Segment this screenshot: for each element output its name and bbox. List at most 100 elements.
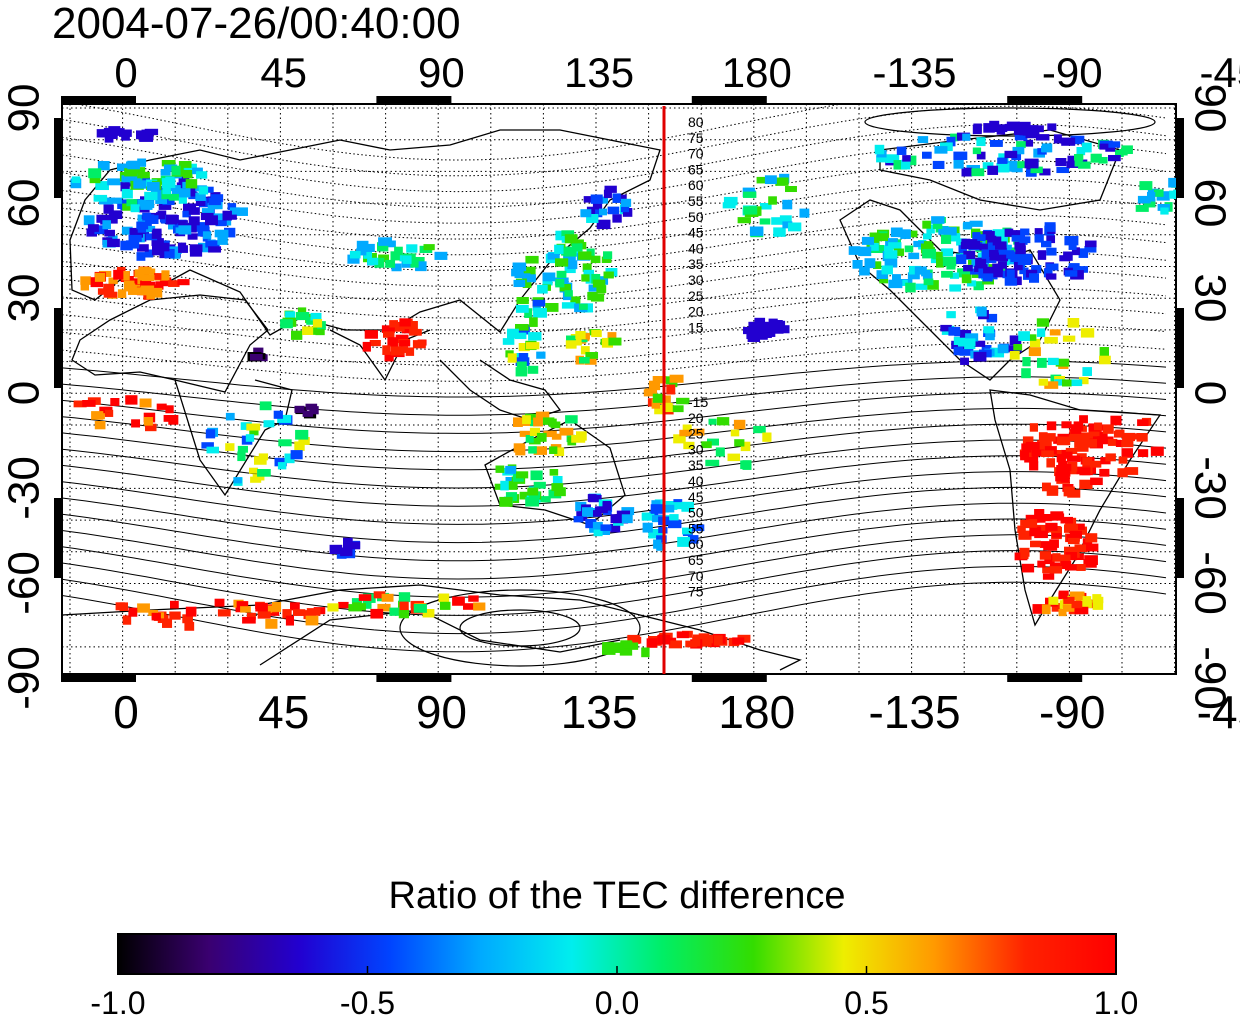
tec-cell	[1099, 143, 1114, 150]
tec-cell	[975, 257, 987, 267]
tec-cell	[1121, 440, 1134, 448]
contour-label: 80	[688, 114, 704, 130]
tec-cell	[127, 287, 142, 295]
tec-cell	[145, 423, 157, 432]
latitude-tick-label: 30	[1186, 274, 1235, 323]
tec-cell	[71, 176, 81, 184]
tec-cell	[673, 434, 686, 444]
tec-cell	[528, 437, 541, 445]
tec-cell	[571, 243, 583, 252]
tec-cell	[1081, 600, 1092, 609]
tec-cell	[1020, 228, 1030, 236]
tec-cell	[1115, 429, 1125, 436]
border-bar-left	[54, 498, 62, 578]
tec-cell	[648, 529, 662, 539]
longitude-tick-label: 90	[416, 686, 467, 738]
longitude-tick-label: 135	[564, 49, 634, 96]
tec-cell	[1060, 561, 1072, 570]
tec-cell	[620, 205, 630, 213]
tec-cell	[527, 365, 539, 374]
tec-cell	[1048, 541, 1058, 551]
tec-cell	[946, 311, 956, 319]
tec-cell	[1044, 381, 1059, 389]
tec-cell	[133, 199, 142, 209]
tec-cell	[762, 432, 772, 442]
tec-cell	[607, 332, 617, 341]
tec-cell	[1071, 600, 1083, 609]
tec-cell	[1061, 421, 1072, 429]
tec-cell	[1061, 137, 1076, 146]
tec-cell	[902, 155, 911, 162]
contour-label: 25	[688, 288, 704, 304]
tec-cell	[1035, 442, 1046, 452]
tec-cell	[294, 405, 305, 413]
tec-cell	[162, 618, 173, 628]
tec-cell	[499, 496, 513, 507]
tec-cell	[1006, 250, 1015, 259]
tec-cell	[587, 291, 598, 301]
tec-cell	[1026, 125, 1039, 133]
tec-cell	[876, 270, 888, 280]
tec-cell	[1012, 230, 1025, 239]
tec-cell	[1042, 482, 1051, 492]
tec-cell	[779, 215, 792, 222]
longitude-tick-label: 0	[114, 49, 137, 96]
tec-cell	[377, 242, 389, 252]
tec-cell	[353, 603, 366, 611]
tec-cell	[760, 203, 772, 210]
tec-cell	[246, 423, 261, 431]
tec-cell	[869, 242, 879, 251]
tec-cell	[290, 602, 300, 611]
tec-cell	[540, 496, 551, 503]
tec-cell	[692, 524, 705, 532]
coastline-africa	[71, 294, 293, 497]
tec-cell	[257, 469, 271, 477]
contour-label: 30	[688, 441, 704, 457]
tec-cell	[225, 443, 235, 451]
tec-cell	[389, 607, 401, 616]
tec-cell	[1020, 519, 1031, 526]
tec-cell	[953, 159, 964, 169]
tec-cell	[936, 258, 945, 268]
tec-cell	[599, 528, 610, 535]
tec-cell	[468, 595, 479, 602]
tec-cell	[734, 439, 745, 447]
tec-cell	[913, 240, 928, 248]
tec-cell	[941, 270, 953, 278]
tec-cell	[1089, 430, 1100, 437]
tec-cell	[747, 332, 761, 342]
tec-cell	[1110, 415, 1122, 426]
tec-cell	[1063, 596, 1075, 604]
contour-label: 60	[688, 536, 704, 552]
tec-cell	[362, 341, 371, 352]
tec-cell	[1004, 150, 1018, 159]
tec-cell	[874, 144, 885, 155]
tec-cell	[1033, 516, 1046, 523]
tec-cell	[412, 340, 426, 349]
tec-cell	[685, 640, 698, 648]
tec-cell	[533, 307, 547, 318]
tec-cell	[1060, 473, 1070, 483]
tec-cell	[892, 274, 901, 283]
tec-cell	[1034, 509, 1045, 518]
tec-cell	[513, 279, 526, 288]
tec-cell	[1056, 166, 1070, 174]
tec-cell	[120, 182, 130, 192]
tec-cell	[1055, 358, 1070, 367]
tec-cell	[1168, 177, 1176, 188]
tec-cell	[387, 337, 398, 347]
tec-cell	[603, 271, 614, 279]
tec-cell	[591, 329, 602, 338]
contour-line	[62, 502, 1167, 562]
tec-cell	[473, 602, 486, 611]
tec-cell	[309, 406, 319, 415]
tec-cell	[169, 611, 181, 620]
tec-cell	[1135, 205, 1149, 212]
tec-cell	[1052, 513, 1065, 520]
tec-cell	[137, 275, 146, 285]
tec-cell	[973, 351, 987, 362]
tec-cell	[1043, 514, 1052, 522]
tec-cell	[653, 539, 662, 549]
tec-cell	[960, 357, 969, 365]
tec-cell	[529, 427, 541, 437]
